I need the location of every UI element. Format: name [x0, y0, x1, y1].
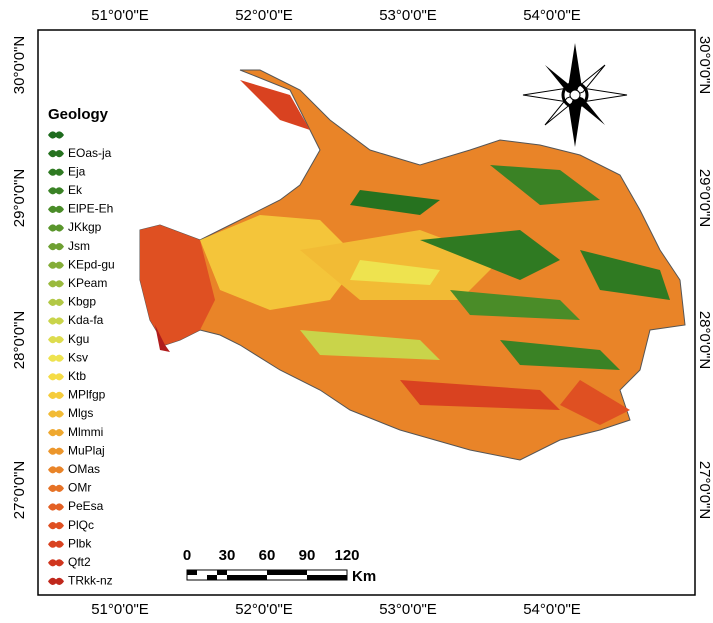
legend-label: TRkk-nz: [68, 574, 113, 588]
scale-tick-label: 30: [219, 547, 236, 564]
legend-label: JKkgp: [68, 220, 102, 234]
scale-unit: Km: [352, 568, 376, 585]
legend-label: Ek: [68, 183, 83, 197]
latitude-label: 29°0'0"N: [11, 169, 28, 227]
longitude-label: 54°0'0"E: [523, 601, 581, 618]
legend-label: Mlgs: [68, 406, 93, 420]
latitude-label: 30°0'0"N: [11, 36, 28, 94]
latitude-label: 30°0'0"N: [696, 36, 713, 94]
legend-label: PeEsa: [68, 499, 104, 513]
legend-label: Ktb: [68, 369, 86, 383]
latitude-label: 29°0'0"N: [696, 169, 713, 227]
longitude-label: 52°0'0"E: [235, 7, 293, 24]
legend-label: KEpd-gu: [68, 257, 115, 271]
latitude-label: 27°0'0"N: [696, 461, 713, 519]
longitude-label: 51°0'0"E: [91, 7, 149, 24]
legend-label: KPeam: [68, 276, 107, 290]
scale-tick-label: 90: [299, 547, 316, 564]
legend-label: ElPE-Eh: [68, 202, 113, 216]
legend-title: Geology: [48, 106, 109, 123]
legend-label: Mlmmi: [68, 425, 103, 439]
legend-label: Kbgp: [68, 295, 96, 309]
scale-tick-label: 60: [259, 547, 276, 564]
legend-label: MuPlaj: [68, 443, 105, 457]
latitude-label: 28°0'0"N: [696, 311, 713, 369]
legend-label: EOas-ja: [68, 146, 112, 160]
longitude-label: 53°0'0"E: [379, 7, 437, 24]
longitude-label: 51°0'0"E: [91, 601, 149, 618]
legend-label: Plbk: [68, 536, 92, 550]
legend-label: Jsm: [68, 239, 90, 253]
scale-tick-label: 120: [334, 547, 359, 564]
longitude-label: 53°0'0"E: [379, 601, 437, 618]
latitude-label: 28°0'0"N: [11, 311, 28, 369]
legend-label: Qft2: [68, 555, 91, 569]
scale-tick-label: 0: [183, 547, 191, 564]
legend-label: Ksv: [68, 350, 88, 364]
longitude-label: 54°0'0"E: [523, 7, 581, 24]
legend-label: Kda-fa: [68, 313, 104, 327]
latitude-label: 27°0'0"N: [11, 461, 28, 519]
legend-label: OMas: [68, 462, 100, 476]
legend-label: OMr: [68, 481, 91, 495]
legend-label: Kgu: [68, 332, 89, 346]
legend-label: Eja: [68, 164, 86, 178]
longitude-label: 52°0'0"E: [235, 601, 293, 618]
map-figure: Km Geology 51°0'0"E 52°0'0"E 53°0'0"E 54°0'…: [0, 0, 713, 623]
legend-label: PlQc: [68, 518, 94, 532]
legend-label: MPlfgp: [68, 388, 106, 402]
